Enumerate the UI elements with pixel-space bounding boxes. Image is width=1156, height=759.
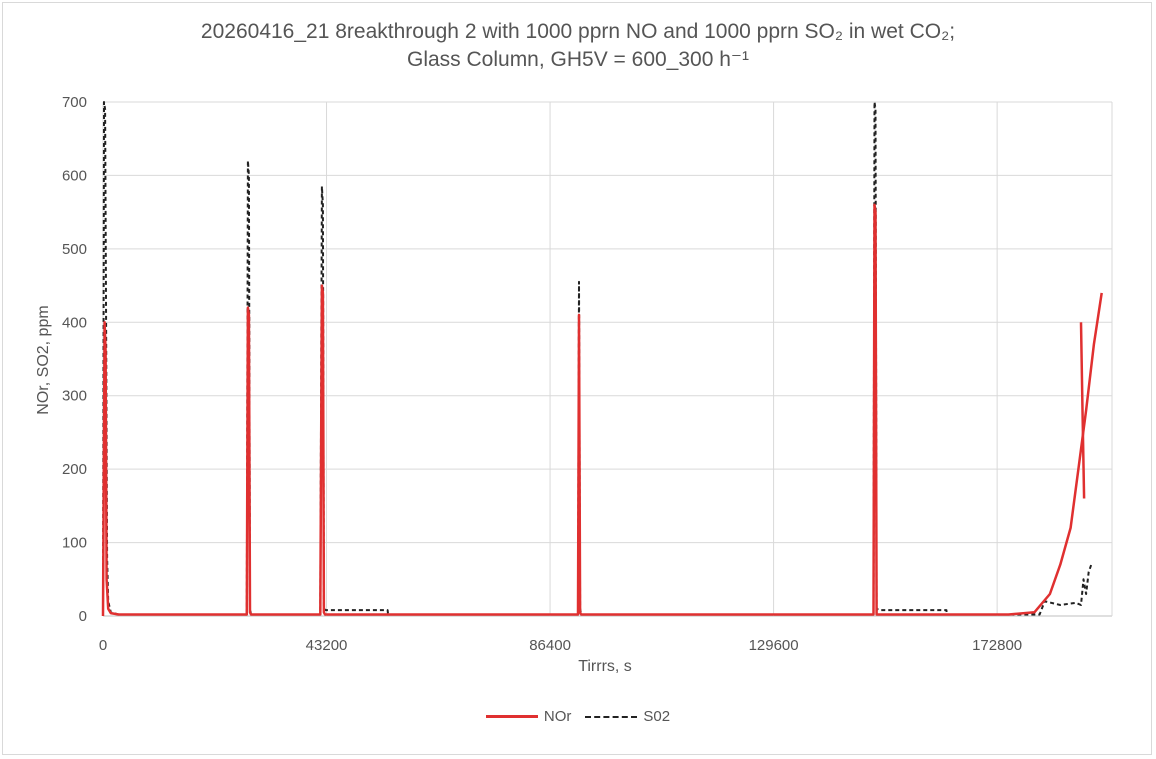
y-tick-label: 700 xyxy=(62,94,87,111)
legend-label-nor: NOr xyxy=(543,708,572,725)
series-line-nor-secondary xyxy=(1079,322,1086,499)
legend-item-so2: S02 xyxy=(585,708,670,725)
x-tick-label: 129600 xyxy=(749,637,799,654)
y-tick-label: 200 xyxy=(62,461,87,478)
legend-label-so2: S02 xyxy=(643,708,671,725)
legend: NOr S02 xyxy=(0,708,1156,725)
x-tick-label: 86400 xyxy=(529,637,571,654)
x-tick-label: 172800 xyxy=(972,637,1022,654)
series-line-s02 xyxy=(102,101,1093,617)
legend-item-nor: NOr xyxy=(485,708,572,725)
y-tick-label: 400 xyxy=(62,314,87,331)
x-tick-label: 0 xyxy=(99,637,107,654)
chart-title-line-1: 20260416_21 8reakthrough 2 with 1000 ppr… xyxy=(200,20,956,43)
y-tick-label: 300 xyxy=(62,388,87,405)
y-tick-label: 600 xyxy=(62,167,87,184)
chart-title-line-2: Glass Column, GH5V = 600_300 h⁻¹ xyxy=(406,48,749,71)
legend-swatch-so2 xyxy=(585,715,638,718)
y-axis-label: NOr, SO2, ppm xyxy=(35,305,52,415)
x-axis-label: Tirrrs, s xyxy=(578,658,632,675)
x-tick-label: 43200 xyxy=(306,637,348,654)
y-tick-label: 0 xyxy=(79,608,87,625)
y-tick-label: 100 xyxy=(62,535,87,552)
series-line-nor xyxy=(101,203,1103,617)
legend-swatch-nor xyxy=(485,715,538,718)
chart-title: 20260416_21 8reakthrough 2 with 1000 ppr… xyxy=(0,18,1156,74)
y-tick-label: 500 xyxy=(62,241,87,258)
